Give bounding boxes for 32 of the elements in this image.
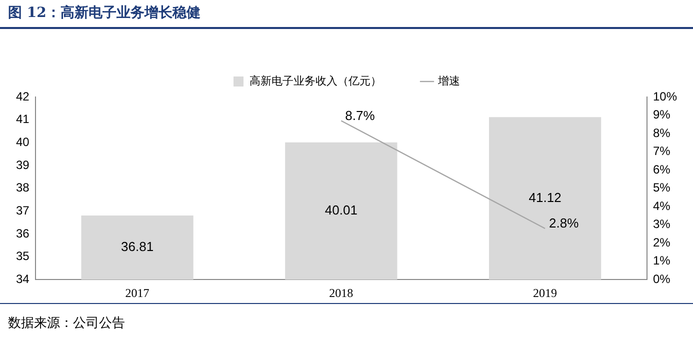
chart-title: 图 12：高新电子业务增长稳健: [8, 4, 200, 22]
legend-label: 高新电子业务收入（亿元）: [250, 74, 382, 88]
y-tick-label: 42: [16, 89, 30, 104]
x-tick-label: 2019: [533, 286, 558, 300]
y2-tick-label: 4%: [652, 198, 671, 213]
y-tick-label: 37: [16, 203, 30, 218]
y2-tick-label: 9%: [652, 108, 671, 122]
data-label: 36.81: [121, 239, 154, 254]
source-note: 数据来源：公司公告: [8, 315, 125, 332]
y-tick-label: 35: [16, 249, 30, 264]
x-tick-label: 2018: [329, 286, 354, 300]
y2-tick-label: 3%: [652, 217, 671, 232]
y2-tick-label: 10%: [652, 89, 678, 104]
y-tick-label: 39: [16, 158, 30, 172]
y-tick-label: 40: [16, 134, 30, 149]
y2-tick-label: 5%: [652, 180, 671, 195]
data-label: 8.7%: [345, 108, 376, 123]
x-tick-label: 2017: [125, 286, 150, 300]
y-tick-label: 34: [16, 272, 30, 286]
y2-tick-label: 6%: [652, 162, 671, 176]
y2-tick-label: 2%: [652, 235, 671, 250]
legend-label: 增速: [437, 74, 460, 88]
y-tick-label: 36: [16, 226, 30, 240]
y2-tick-label: 0%: [652, 272, 671, 286]
y2-tick-label: 8%: [652, 126, 671, 140]
data-label: 2.8%: [549, 216, 580, 231]
y2-tick-label: 7%: [652, 144, 671, 158]
data-label: 41.12: [528, 190, 562, 205]
y-tick-label: 38: [16, 180, 30, 195]
y-tick-label: 41: [16, 112, 30, 126]
data-label: 40.01: [324, 202, 358, 218]
y2-tick-label: 1%: [652, 254, 671, 268]
